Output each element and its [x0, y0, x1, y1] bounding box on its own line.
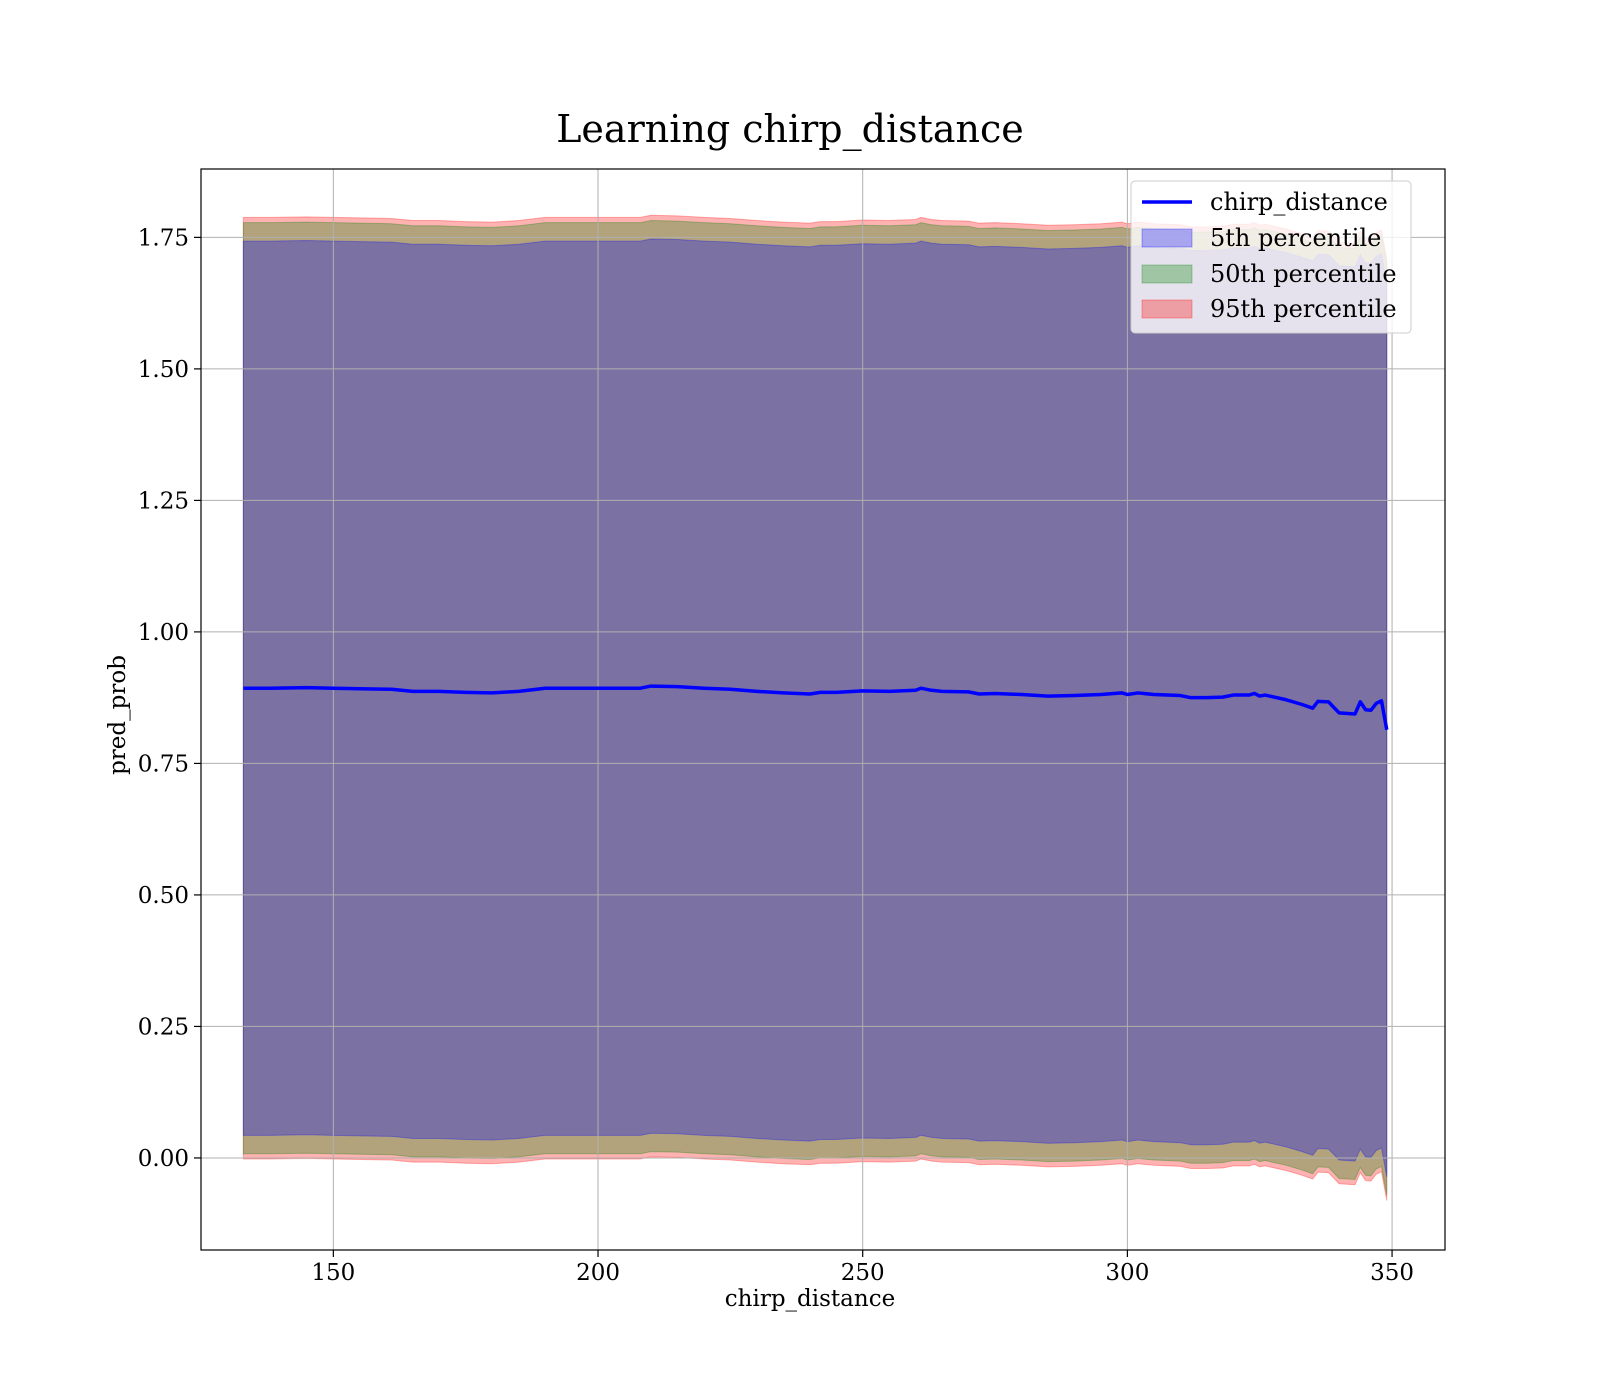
- x-tick-label-0: 150: [311, 1260, 355, 1286]
- y-tick-label-5: 1.25: [138, 488, 189, 514]
- y-axis-ticks: 0.00 0.25 0.50 0.75 1.00 1.25 1.50 1.75: [138, 225, 201, 1172]
- y-tick-label-6: 1.50: [138, 357, 189, 383]
- legend-label-line: chirp_distance: [1210, 188, 1388, 216]
- x-tick-label-4: 350: [1370, 1260, 1414, 1286]
- legend-swatch-50th: [1141, 264, 1193, 284]
- chart-title: Learning chirp_distance: [556, 107, 1024, 152]
- legend-label-95th: 95th percentile: [1210, 295, 1397, 323]
- y-axis-label: pred_prob: [105, 655, 131, 775]
- y-tick-label-0: 0.00: [138, 1146, 189, 1172]
- percentile-bands: [242, 214, 1388, 1201]
- x-tick-label-3: 300: [1105, 1260, 1149, 1286]
- x-axis-ticks: 150 200 250 300 350: [311, 1250, 1414, 1286]
- x-axis-label: chirp_distance: [725, 1286, 895, 1312]
- band-50th-percentile: [242, 220, 1388, 1196]
- y-tick-label-1: 0.25: [138, 1014, 189, 1040]
- legend-swatch-95th: [1141, 299, 1193, 319]
- plot-frame: [200, 168, 1446, 1251]
- y-tick-label-2: 0.50: [138, 883, 189, 909]
- y-tick-label-7: 1.75: [138, 225, 189, 251]
- x-tick-label-1: 200: [576, 1260, 620, 1286]
- legend-label-50th: 50th percentile: [1210, 260, 1397, 288]
- legend-label-5th: 5th percentile: [1210, 224, 1381, 252]
- legend-swatch-5th: [1141, 228, 1193, 248]
- legend-box: [1130, 180, 1412, 334]
- x-tick-label-2: 250: [841, 1260, 885, 1286]
- band-95th-percentile: [242, 214, 1388, 1201]
- band-5th-percentile: [242, 238, 1388, 1177]
- grid: [201, 169, 1445, 1250]
- legend: chirp_distance 5th percentile 50th perce…: [1130, 180, 1412, 334]
- series-line-chirp-distance: [243, 684, 1389, 731]
- y-tick-label-3: 0.75: [138, 751, 189, 777]
- y-tick-label-4: 1.00: [138, 620, 189, 646]
